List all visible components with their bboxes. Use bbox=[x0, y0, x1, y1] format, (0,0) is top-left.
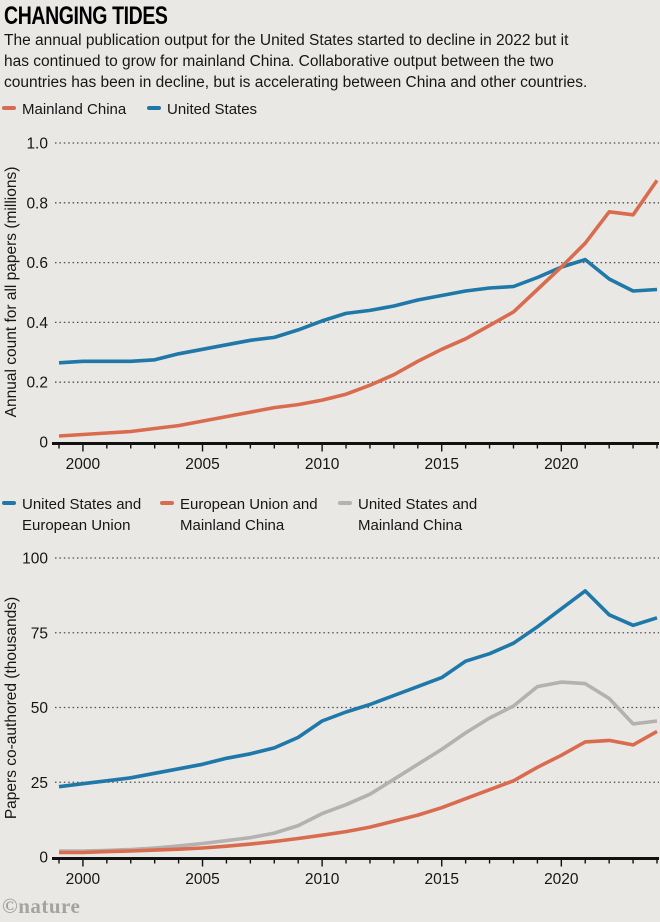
y-tick-label: 0.6 bbox=[26, 255, 48, 272]
legend-label: United States bbox=[167, 101, 258, 118]
legend-label: United States and Mainland China bbox=[358, 496, 478, 534]
y-tick-label: 1.0 bbox=[26, 136, 48, 153]
bottom-chart-legend: United States and European Union Europea… bbox=[0, 494, 660, 538]
y-tick-label: 0 bbox=[39, 850, 48, 867]
y-tick-label: 0.4 bbox=[26, 315, 48, 332]
top-chart-legend: Mainland China United States bbox=[0, 99, 660, 119]
chart-description: The annual publication output for the Un… bbox=[4, 32, 588, 91]
mainland-china-line-swatch bbox=[2, 106, 16, 110]
x-tick-label: 2005 bbox=[185, 456, 219, 473]
line-united-states-and-mainland-china bbox=[59, 680, 658, 853]
y-tick-label: 75 bbox=[31, 625, 48, 642]
us-eu-line-swatch bbox=[2, 501, 16, 505]
x-tick-label: 2010 bbox=[305, 871, 340, 888]
legend-item-us-china: United States and Mainland China bbox=[338, 494, 477, 536]
legend-item-united-states: United States bbox=[147, 99, 257, 120]
x-tick-label: 2000 bbox=[66, 871, 101, 888]
top-chart: 0 0.2 0.4 0.6 0.8 1.0 2000 2005 2010 2015 2020 Ann… bbox=[3, 136, 659, 473]
y-tick-label: 0.2 bbox=[26, 375, 48, 392]
line-mainland-china bbox=[58, 179, 659, 438]
y-tick-label: 0 bbox=[39, 435, 48, 452]
legend-item-us-eu: United States and European Union bbox=[2, 494, 141, 536]
page-title: CHANGING TIDES bbox=[4, 2, 168, 30]
legend-item-mainland-china: Mainland China bbox=[2, 99, 126, 120]
x-tick-label: 2010 bbox=[305, 456, 340, 473]
eu-china-line-swatch bbox=[160, 501, 174, 505]
y-axis-label: Annual count for all papers (millions) bbox=[3, 167, 20, 418]
y-tick-label: 25 bbox=[31, 775, 48, 792]
y-tick-label: 100 bbox=[22, 551, 48, 568]
line-united-states bbox=[58, 257, 658, 365]
x-tick-label: 2020 bbox=[544, 456, 579, 473]
nature-credit: ©nature bbox=[2, 894, 81, 918]
top-chart-plot: 0 0.2 0.4 0.6 0.8 1.0 2000 2005 2010 2015 2020 bbox=[26, 136, 659, 473]
us-china-line-swatch bbox=[338, 501, 352, 505]
x-tick-label: 2015 bbox=[424, 871, 458, 888]
legend-item-eu-china: European Union and Mainland China bbox=[160, 494, 318, 536]
x-tick-label: 2000 bbox=[66, 456, 101, 473]
x-tick-label: 2015 bbox=[424, 456, 458, 473]
y-tick-label: 50 bbox=[31, 700, 49, 717]
united-states-line-swatch bbox=[147, 106, 161, 110]
bottom-chart: 0 25 50 75 100 2000 2005 2010 2015 2020 Papers co… bbox=[3, 551, 659, 888]
x-tick-label: 2005 bbox=[185, 871, 219, 888]
legend-label: Mainland China bbox=[22, 101, 127, 118]
x-tick-label: 2020 bbox=[544, 871, 579, 888]
bottom-chart-plot: 0 25 50 75 100 2000 2005 2010 2015 2020 bbox=[22, 551, 659, 888]
line-united-states-and-european-union bbox=[58, 589, 658, 789]
y-tick-label: 0.8 bbox=[26, 195, 48, 212]
line-european-union-and-mainland-china bbox=[59, 729, 658, 855]
y-axis-label: Papers co-authored (thousands) bbox=[3, 597, 20, 819]
legend-label: European Union and Mainland China bbox=[180, 496, 318, 534]
legend-label: United States and European Union bbox=[22, 496, 142, 534]
